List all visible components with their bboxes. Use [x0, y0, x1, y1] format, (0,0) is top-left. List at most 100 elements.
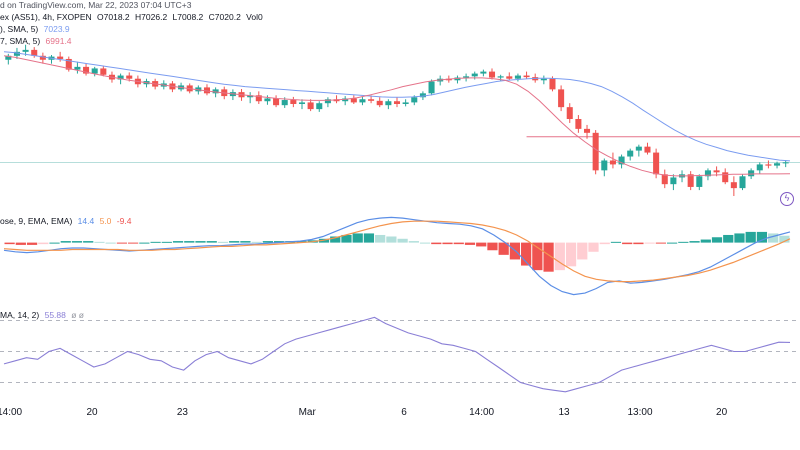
- price-pane[interactable]: [0, 44, 800, 197]
- macd-histogram-group: [4, 231, 790, 272]
- macd-hist-bar: [94, 241, 105, 243]
- macd-hist-bar: [577, 242, 588, 260]
- candles-group: [5, 44, 789, 197]
- sma1-legend[interactable]: ), SMA, 5) 7023.9: [0, 24, 70, 35]
- macd-hist-bar: [768, 233, 779, 243]
- macd-hist-bar: [375, 234, 386, 243]
- candle-body: [601, 160, 608, 171]
- macd-hist-value: -9.4: [116, 216, 132, 226]
- macd-hist-bar: [83, 241, 94, 243]
- time-axis[interactable]: 14:00 20 23 Mar 6 14:00 13 13:00 20: [0, 407, 728, 418]
- candle-body: [350, 98, 357, 103]
- time-axis-label: 13:00: [627, 407, 652, 418]
- macd-hist-bar: [105, 242, 116, 244]
- candle-body: [670, 177, 677, 185]
- macd-hist-bar: [195, 241, 206, 243]
- time-axis-label: 14:00: [0, 407, 23, 418]
- candle-body: [368, 99, 375, 101]
- macd-hist-bar: [419, 242, 431, 244]
- candle-body: [627, 150, 634, 157]
- macd-hist-bar: [655, 242, 666, 244]
- macd-signal-value: 5.0: [99, 216, 112, 226]
- sma-fast-line: [3, 51, 791, 162]
- candle-body: [290, 100, 297, 104]
- macd-hist-bar: [116, 242, 128, 244]
- candle-body: [687, 174, 694, 187]
- candle-body: [730, 182, 737, 189]
- macd-hist-bar: [341, 234, 352, 243]
- candle-body: [428, 81, 435, 94]
- candle-body: [739, 176, 746, 189]
- sma2-legend[interactable]: 7, SMA, 5) 6991.4: [0, 36, 72, 47]
- macd-hist-bar: [273, 241, 285, 243]
- candle-body: [635, 146, 642, 151]
- candle-body: [126, 75, 133, 79]
- candle-body: [722, 172, 729, 183]
- macd-hist-bar: [498, 242, 509, 255]
- rsi-pane[interactable]: [0, 316, 800, 393]
- candle-body: [540, 78, 547, 81]
- macd-hist-bar: [700, 239, 711, 243]
- candle-body: [22, 49, 29, 52]
- candle-body: [592, 132, 599, 171]
- lightning-alert-icon[interactable]: ϟ: [780, 192, 794, 206]
- candle-body: [5, 55, 12, 60]
- sma1-value: 7023.9: [43, 24, 70, 34]
- candle-body: [298, 102, 306, 104]
- candle-body: [774, 163, 781, 166]
- candle-body: [57, 56, 64, 59]
- macd-hist-bar: [431, 242, 442, 245]
- candle-body: [342, 98, 349, 102]
- macd-hist-bar: [622, 242, 633, 245]
- sma2-label: 7, SMA, 5): [0, 36, 41, 46]
- volume-value: Vol0: [246, 12, 263, 22]
- macd-hist-bar: [453, 242, 464, 245]
- symbol-legend[interactable]: ex (AS51), 4h, FXOPEN O7018.2 H7026.2 L7…: [0, 12, 263, 23]
- rsi-extra: ø ø: [71, 310, 84, 320]
- macd-hist-bar: [15, 242, 26, 245]
- candle-body: [514, 75, 521, 79]
- candle-body: [523, 75, 530, 78]
- macd-hist-bar: [172, 241, 184, 243]
- macd-hist-bar: [26, 242, 38, 245]
- candle-body: [661, 174, 668, 185]
- candle-body: [653, 152, 660, 175]
- candle-body: [74, 66, 81, 70]
- candle-body: [618, 156, 625, 165]
- candle-body: [264, 98, 271, 102]
- macd-value: 14.4: [77, 216, 95, 226]
- macd-hist-bar: [464, 242, 476, 245]
- alert-glyph: ϟ: [784, 193, 790, 203]
- candle-body: [402, 102, 409, 104]
- macd-hist-bar: [71, 241, 83, 243]
- candle-body: [316, 103, 323, 110]
- macd-hist-bar: [644, 242, 655, 244]
- candle-body: [471, 73, 478, 77]
- candle-body: [324, 99, 331, 104]
- macd-pane[interactable]: [3, 216, 791, 296]
- macd-hist-bar: [128, 242, 139, 244]
- macd-hist-bar: [734, 233, 745, 243]
- macd-hist-bar: [240, 241, 251, 243]
- candle-body: [376, 100, 383, 106]
- macd-hist-bar: [565, 242, 577, 267]
- macd-label: ose, 9, EMA, EMA): [0, 216, 73, 226]
- low-value: L7008.2: [172, 12, 204, 22]
- macd-hist-bar: [397, 238, 408, 243]
- candle-body: [765, 164, 772, 166]
- candle-body: [575, 119, 582, 129]
- time-axis-label: 14:00: [469, 407, 494, 418]
- sma2-value: 6991.4: [45, 36, 72, 46]
- source-line: d on TradingView.com, Mar 22, 2023 07:04…: [0, 0, 191, 11]
- macd-hist-bar: [363, 233, 375, 243]
- candle-body: [488, 71, 496, 78]
- rsi-legend[interactable]: MA, 14, 2) 55.88 ø ø: [0, 310, 84, 321]
- macd-hist-bar: [60, 241, 71, 243]
- candle-body: [359, 99, 366, 103]
- candle-body: [91, 68, 98, 74]
- macd-hist-bar: [161, 241, 172, 243]
- open-value: O7018.2: [97, 12, 130, 22]
- candle-body: [782, 162, 789, 164]
- macd-legend[interactable]: ose, 9, EMA, EMA) 14.4 5.0 -9.4: [0, 216, 131, 227]
